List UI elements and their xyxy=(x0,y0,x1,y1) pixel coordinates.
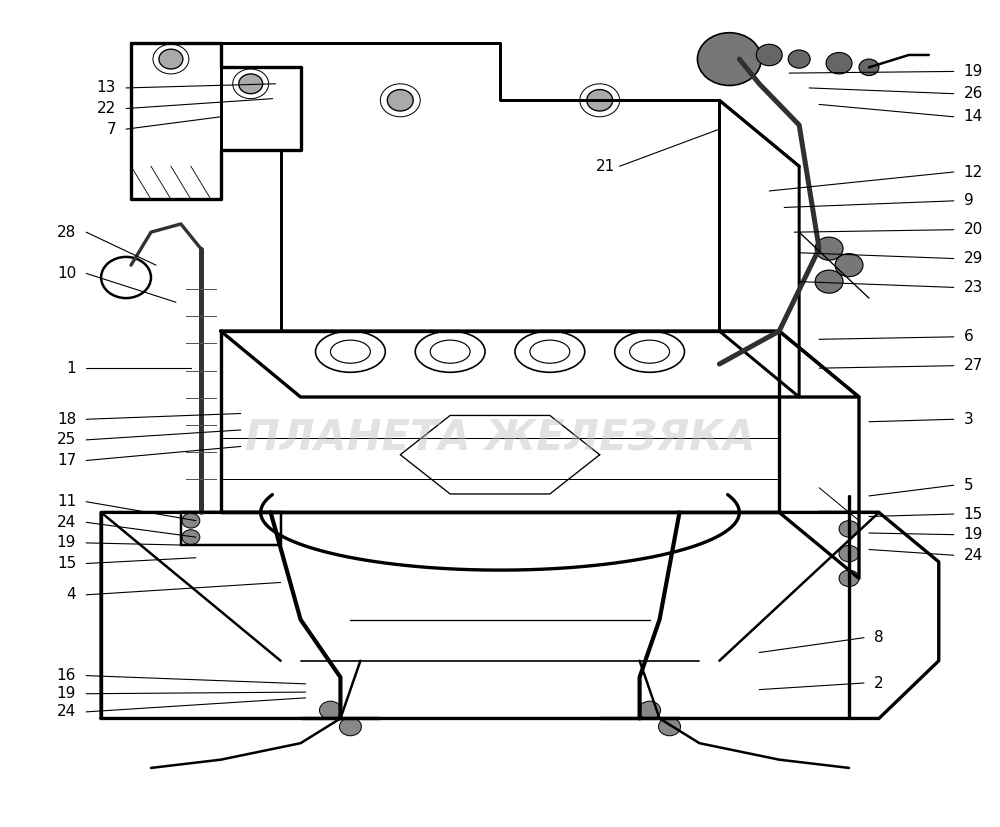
Circle shape xyxy=(826,52,852,74)
Circle shape xyxy=(815,270,843,293)
Text: 18: 18 xyxy=(57,412,76,427)
Circle shape xyxy=(839,545,859,562)
Text: ПЛАНЕТА ЖЕЛЕЗЯКА: ПЛАНЕТА ЖЕЛЕЗЯКА xyxy=(245,418,755,459)
Circle shape xyxy=(839,521,859,537)
Circle shape xyxy=(835,254,863,277)
Circle shape xyxy=(659,718,680,736)
Text: 20: 20 xyxy=(964,222,983,237)
Circle shape xyxy=(639,701,661,719)
Circle shape xyxy=(339,718,361,736)
Text: 3: 3 xyxy=(964,412,973,427)
Text: 11: 11 xyxy=(57,495,76,509)
Text: 4: 4 xyxy=(67,587,76,602)
Text: 26: 26 xyxy=(964,86,983,101)
Circle shape xyxy=(320,701,341,719)
Text: 19: 19 xyxy=(57,686,76,701)
Text: 8: 8 xyxy=(874,630,884,645)
Circle shape xyxy=(859,59,879,75)
Circle shape xyxy=(756,45,782,65)
Circle shape xyxy=(239,74,263,93)
Text: 13: 13 xyxy=(97,80,116,95)
Text: 24: 24 xyxy=(57,514,76,530)
Text: 1: 1 xyxy=(67,361,76,375)
Text: 25: 25 xyxy=(57,433,76,447)
Circle shape xyxy=(387,89,413,111)
Circle shape xyxy=(182,514,200,528)
Text: 19: 19 xyxy=(57,535,76,551)
Text: 15: 15 xyxy=(964,507,983,522)
Text: 6: 6 xyxy=(964,329,973,344)
Text: 9: 9 xyxy=(964,194,973,208)
Text: 16: 16 xyxy=(57,668,76,683)
Text: 17: 17 xyxy=(57,453,76,468)
Text: 24: 24 xyxy=(964,547,983,562)
Text: 2: 2 xyxy=(874,676,884,691)
Circle shape xyxy=(182,530,200,544)
Text: 27: 27 xyxy=(964,358,983,373)
Text: 22: 22 xyxy=(97,101,116,116)
Text: 28: 28 xyxy=(57,225,76,240)
Text: 14: 14 xyxy=(964,109,983,124)
Circle shape xyxy=(697,33,761,85)
Text: 5: 5 xyxy=(964,478,973,493)
Circle shape xyxy=(815,237,843,261)
Text: 29: 29 xyxy=(964,251,983,266)
Text: 19: 19 xyxy=(964,64,983,79)
Text: 24: 24 xyxy=(57,705,76,719)
Text: 12: 12 xyxy=(964,165,983,179)
Text: 15: 15 xyxy=(57,556,76,571)
Text: 10: 10 xyxy=(57,266,76,281)
Text: 23: 23 xyxy=(964,280,983,295)
Circle shape xyxy=(587,89,613,111)
Circle shape xyxy=(788,50,810,68)
Circle shape xyxy=(159,49,183,69)
Text: 21: 21 xyxy=(595,159,615,174)
Text: 7: 7 xyxy=(106,122,116,136)
Circle shape xyxy=(839,570,859,586)
Text: 19: 19 xyxy=(964,527,983,543)
